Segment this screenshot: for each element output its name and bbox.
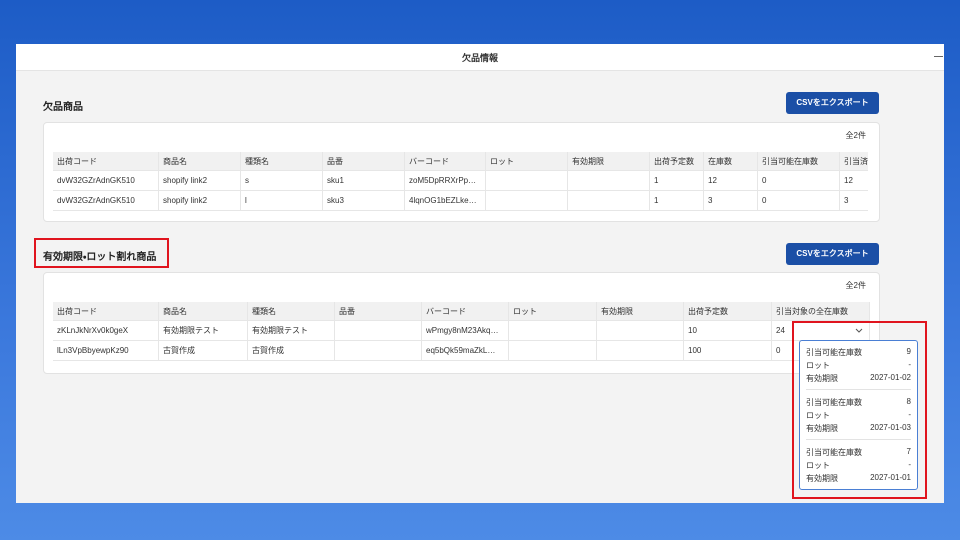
csv-export-button[interactable]: CSVをエクスポート (786, 243, 879, 265)
column-header: 出荷予定数 (650, 152, 704, 171)
result-count: 全2件 (845, 281, 866, 290)
table-cell: zoM5DpRRXrPp… (405, 171, 486, 191)
table-cell (509, 321, 597, 341)
table-card (43, 272, 880, 374)
stock-label: 引当可能在庫数 (806, 348, 862, 357)
table-cell: s (241, 171, 323, 191)
stock-label: 引当可能在庫数 (806, 398, 862, 407)
column-header: 品番 (335, 302, 422, 321)
stock-value: 7 (906, 447, 911, 456)
stock-value: 8 (906, 397, 911, 406)
lot-label: ロット (806, 361, 830, 370)
table-cell: lLn3VpBbyewpKz90 (53, 341, 159, 361)
data-table: 出荷コード dvW32GZrAdnGK510 dvW32GZrAdnGK510 商品名… (53, 152, 868, 212)
table-cell: 0 (758, 191, 840, 211)
table-cell (335, 341, 422, 361)
table-cell: 有効期限テスト (248, 321, 335, 341)
expiry-value: 2027-01-03 (870, 423, 911, 432)
table-cell (486, 191, 568, 211)
column-header: 出荷予定数 (684, 302, 772, 321)
table-cell: eq5bQk59maZkL… (422, 341, 509, 361)
expiry-value: 2027-01-02 (870, 373, 911, 382)
table-cell: sku1 (323, 171, 405, 191)
table-cell: shopify link2 (159, 171, 241, 191)
highlight-box (792, 321, 927, 499)
table-cell (568, 191, 650, 211)
divider (806, 439, 911, 440)
table-cell (597, 341, 684, 361)
table-cell: dvW32GZrAdnGK510 (53, 191, 159, 211)
divider (806, 389, 911, 390)
table-cell (335, 321, 422, 341)
column-header: 品番 (323, 152, 405, 171)
table-cell (568, 171, 650, 191)
expiry-label: 有効期限 (806, 374, 838, 383)
expiry-label: 有効期限 (806, 474, 838, 483)
column-header: 有効期限 (568, 152, 650, 171)
table-cell: 10 (684, 321, 772, 341)
column-header: 引当可能在庫数 (758, 152, 840, 171)
column-header: ロット (509, 302, 597, 321)
table-cell (486, 171, 568, 191)
table-card (43, 122, 880, 222)
column-header: 有効期限 (597, 302, 684, 321)
stock-value: 9 (906, 347, 911, 356)
column-header: 在庫数 (704, 152, 758, 171)
table-cell: 12 (840, 171, 868, 191)
minimize-icon[interactable] (934, 56, 943, 57)
table-cell: wPmgy8nM23Akq… (422, 321, 509, 341)
column-header: 出荷コード (53, 152, 159, 171)
window: 欠品情報 欠品商品 CSVをエクスポート 全2件 出荷コード dvW32GZrAdnGK… (16, 44, 944, 503)
lot-value: - (908, 460, 911, 469)
expand-chevron[interactable] (855, 328, 863, 334)
table-cell: 3 (704, 191, 758, 211)
column-header: バーコード (422, 302, 509, 321)
section-title: 有効期限・ロット割れ商品 (43, 252, 157, 263)
table-cell: dvW32GZrAdnGK510 (53, 171, 159, 191)
table-cell: 古賀作成 (248, 341, 335, 361)
column-header: 引当済 (840, 152, 868, 171)
table-cell: zKLnJkNrXv0k0geX (53, 321, 159, 341)
column-header: ロット (486, 152, 568, 171)
table-cell (597, 321, 684, 341)
table-cell: 1 (650, 191, 704, 211)
data-table: 出荷コード zKLnJkNrXv0k0geX lLn3VpBbyewpKz90 商品名… (53, 302, 870, 362)
table-cell: 12 (704, 171, 758, 191)
table-cell: 3 (840, 191, 868, 211)
result-count: 全2件 (845, 131, 866, 140)
table-cell: 有効期限テスト (159, 321, 248, 341)
lot-value: - (908, 360, 911, 369)
table-cell: 0 (758, 171, 840, 191)
table-cell: 4lqnOG1bEZLke… (405, 191, 486, 211)
lot-label: ロット (806, 461, 830, 470)
expiry-value: 2027-01-01 (870, 473, 911, 482)
section-title: 欠品商品 (43, 102, 83, 113)
column-header: 商品名 (159, 302, 248, 321)
table-cell (509, 341, 597, 361)
csv-export-button[interactable]: CSVをエクスポート (786, 92, 879, 114)
lot-label: ロット (806, 411, 830, 420)
table-cell: l (241, 191, 323, 211)
table-cell: 古賀作成 (159, 341, 248, 361)
table-cell: 100 (684, 341, 772, 361)
window-title: 欠品情報 (461, 53, 498, 63)
stock-label: 引当可能在庫数 (806, 448, 862, 457)
column-header: 引当対象の全在庫数 (772, 302, 870, 321)
stock-popup: 引当可能在庫数 9 ロット - 有効期限 2027-01-02 引当可能在庫数 8 ロット - 有効… (799, 340, 918, 490)
column-header: 種類名 (241, 152, 323, 171)
column-header: 出荷コード (53, 302, 159, 321)
table-cell: shopify link2 (159, 191, 241, 211)
expiry-label: 有効期限 (806, 424, 838, 433)
title-bar: 欠品情報 (16, 44, 944, 71)
column-header: 商品名 (159, 152, 241, 171)
column-header: 種類名 (248, 302, 335, 321)
table-cell: sku3 (323, 191, 405, 211)
highlight-box (34, 238, 169, 268)
lot-value: - (908, 410, 911, 419)
table-cell: 1 (650, 171, 704, 191)
column-header: バーコード (405, 152, 486, 171)
